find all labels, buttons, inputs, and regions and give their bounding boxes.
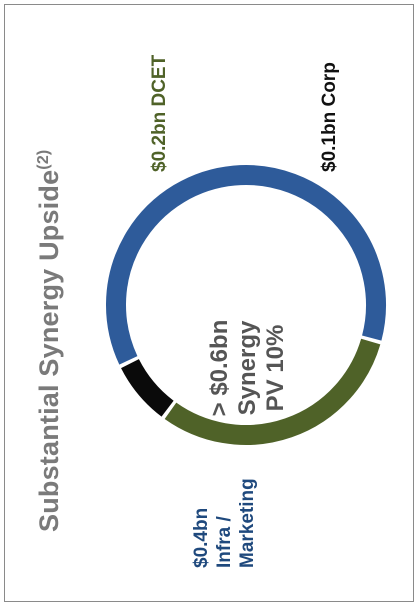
center-total: > $0.6bn [206, 319, 233, 417]
chart-title-text: Substantial Synergy Upside [34, 169, 64, 532]
center-synergy: Synergy [234, 320, 261, 416]
slice-label-corp: $0.1bn Corp [319, 62, 340, 172]
slice-label-infra-value: $0.4bn [191, 507, 212, 568]
donut-slice-corp [121, 358, 174, 417]
slice-label-infra: $0.4bn Infra / Marketing [190, 478, 259, 568]
donut-slices [106, 165, 386, 445]
donut-slice-dcet [164, 338, 381, 445]
donut-slice-infra-marketing [106, 165, 386, 365]
center-pv: PV 10% [262, 324, 289, 412]
title-footnote: (2) [35, 149, 52, 170]
slice-label-infra-name-1: Infra / [214, 516, 235, 568]
slice-label-dcet: $0.2bn DCET [149, 54, 170, 172]
slice-label-infra-name-2: Marketing [237, 478, 258, 568]
slide-panel [4, 4, 414, 602]
chart-title: Substantial Synergy Upside(2) [34, 150, 65, 532]
